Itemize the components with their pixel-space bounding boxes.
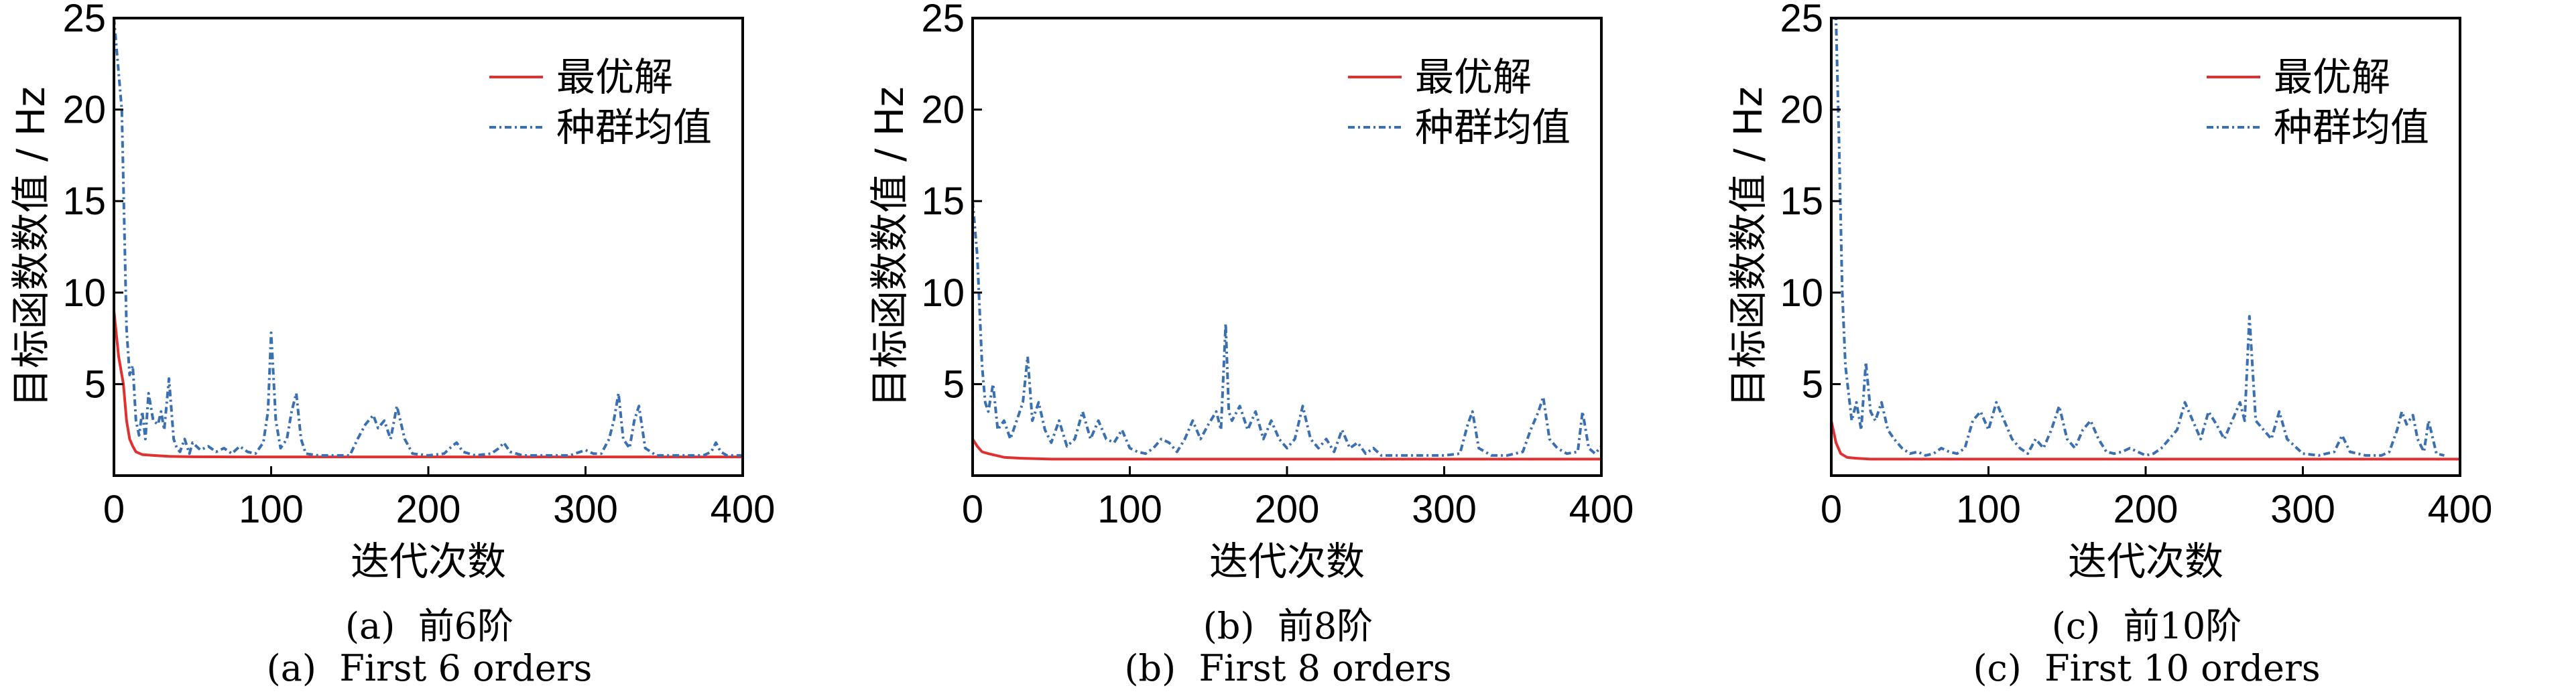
x-tick-label: 200	[396, 488, 461, 531]
legend-label-best: 最优解	[556, 54, 673, 100]
x-tick-label: 300	[553, 488, 618, 531]
y-tick-label: 5	[1802, 362, 1823, 406]
y-tick-label: 15	[1780, 180, 1823, 223]
x-tick-label: 0	[1821, 488, 1842, 531]
y-tick-label: 10	[62, 271, 106, 315]
x-tick-label: 100	[1956, 488, 2021, 531]
series-line-best	[971, 438, 1601, 461]
y-tick-label: 5	[943, 362, 965, 406]
caption-cn-b: (b) 前8阶	[1203, 605, 1373, 647]
y-tick-label: 20	[62, 88, 106, 132]
x-axis-label: 迭代次数	[1209, 539, 1365, 584]
chart-panel-b: 0 100 200 300 400 5 10 15 20 25 迭代次数 目标函数数值 / Hz 最优解…	[859, 0, 1717, 698]
x-tick-label: 300	[1412, 488, 1477, 531]
y-tick-label: 20	[1780, 88, 1823, 132]
y-tick-label: 10	[921, 271, 965, 315]
series-line-best	[113, 310, 743, 459]
x-tick-label: 200	[1255, 488, 1320, 531]
legend-label-mean: 种群均值	[2274, 104, 2429, 150]
caption-cn-a: (a) 前6阶	[345, 605, 513, 647]
y-tick-label: 20	[921, 88, 965, 132]
x-tick-label: 400	[1569, 488, 1634, 531]
caption-en-a: (a) First 6 orders	[266, 647, 593, 689]
x-tick-label: 300	[2270, 488, 2335, 531]
chart-panel-c: 0 100 200 300 400 5 10 15 20 25 迭代次数 目标函数数值 / Hz 最优解…	[1717, 0, 2576, 698]
x-axis-label: 迭代次数	[351, 539, 506, 584]
chart-svg-c: 0 100 200 300 400 5 10 15 20 25 迭代次数 目标函数数值 / Hz 最优解…	[1725, 0, 2493, 584]
y-axis-label: 目标函数数值 / Hz	[8, 86, 54, 407]
legend-label-mean: 种群均值	[1415, 104, 1571, 150]
y-tick-label: 25	[1780, 0, 1823, 40]
legend-label-best: 最优解	[2274, 54, 2390, 100]
x-axis-label: 迭代次数	[2068, 539, 2223, 584]
y-axis-label: 目标函数数值 / Hz	[1725, 86, 1771, 407]
chart-svg-b: 0 100 200 300 400 5 10 15 20 25 迭代次数 目标函数数值 / Hz 最优解…	[867, 0, 1634, 584]
series-line-best	[1830, 420, 2460, 461]
legend-label-mean: 种群均值	[556, 104, 712, 150]
y-tick-label: 15	[921, 180, 965, 223]
caption-cn-c: (c) 前10阶	[2051, 605, 2242, 647]
x-tick-label: 100	[239, 488, 304, 531]
x-tick-label: 100	[1097, 488, 1162, 531]
series-line-mean	[971, 201, 1603, 457]
series-line-mean	[1831, 17, 2445, 457]
chart-panel-a: 0 100 200 300 400 5 10 15 20 25 迭代次数 目标函数数值 / Hz 最优解…	[0, 0, 859, 698]
y-tick-label: 5	[84, 362, 106, 406]
y-tick-label: 25	[62, 0, 106, 40]
x-tick-label: 200	[2113, 488, 2179, 531]
x-tick-label: 400	[711, 488, 776, 531]
series-line-mean	[113, 17, 743, 457]
caption-en-c: (c) First 10 orders	[1973, 647, 2321, 689]
caption-en-b: (b) First 8 orders	[1124, 647, 1452, 689]
y-tick-label: 15	[62, 180, 106, 223]
chart-svg-a: 0 100 200 300 400 5 10 15 20 25 迭代次数 目标函数数值 / Hz 最优解…	[8, 0, 776, 584]
x-tick-label: 0	[962, 488, 983, 531]
y-tick-label: 10	[1780, 271, 1823, 315]
x-tick-label: 400	[2428, 488, 2493, 531]
x-tick-label: 0	[103, 488, 125, 531]
legend-label-best: 最优解	[1415, 54, 1532, 100]
y-tick-label: 25	[921, 0, 965, 40]
y-axis-label: 目标函数数值 / Hz	[867, 86, 912, 407]
